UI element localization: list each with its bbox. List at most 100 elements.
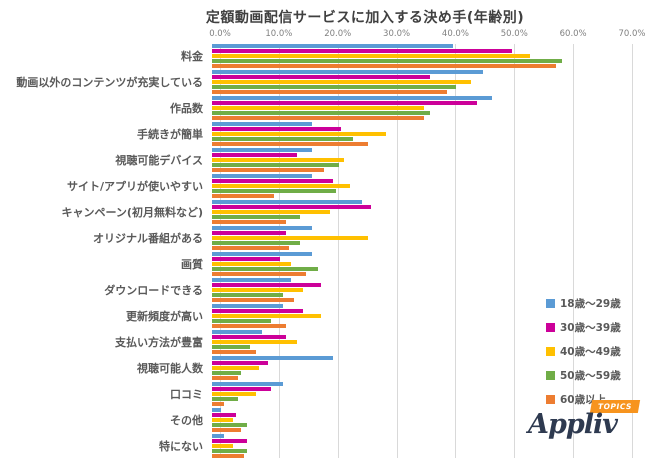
bar-18歳〜29歳 bbox=[212, 200, 363, 204]
bar-group: その他 bbox=[0, 408, 632, 432]
legend-item: 40歳〜49歳 bbox=[546, 344, 621, 359]
bar-group: キャンペーン(初月無料など) bbox=[0, 200, 632, 224]
x-tick-label: 60.0% bbox=[559, 29, 587, 39]
bar-30歳〜39歳 bbox=[212, 231, 286, 235]
grid-layer bbox=[220, 44, 633, 458]
bar-stack bbox=[212, 200, 624, 224]
category-label: 更新頻度が高い bbox=[126, 310, 203, 323]
chart-title: 定額動画配信サービスに加入する決め手(年齢別) bbox=[205, 10, 525, 26]
gridline bbox=[514, 44, 516, 458]
bar-group: 特にない bbox=[0, 434, 632, 458]
bar-group: 口コミ bbox=[0, 382, 632, 406]
bar-18歳〜29歳 bbox=[212, 330, 263, 334]
gridline bbox=[337, 44, 339, 458]
bar-rows: 料金 動画以外のコンテンツが充実している 作品数 手続きが簡単 視聴可能デバイス サイト/… bbox=[0, 44, 632, 458]
bar-group: ダウンロードできる bbox=[0, 278, 632, 302]
bar-40歳〜49歳 bbox=[212, 184, 351, 188]
bar-stack bbox=[212, 278, 624, 302]
bar-30歳〜39歳 bbox=[212, 335, 286, 339]
gridline bbox=[396, 44, 398, 458]
bar-18歳〜29歳 bbox=[212, 434, 224, 438]
category-label: 支払い方法が豊富 bbox=[115, 336, 203, 349]
legend-swatch bbox=[546, 395, 555, 404]
legend-item: 18歳〜29歳 bbox=[546, 296, 621, 311]
bar-18歳〜29歳 bbox=[212, 174, 313, 178]
bar-group: 視聴可能デバイス bbox=[0, 148, 632, 172]
bar-50歳〜59歳 bbox=[212, 293, 283, 297]
category-label: 視聴可能デバイス bbox=[115, 154, 203, 167]
bar-60歳以上 bbox=[212, 428, 242, 432]
bar-50歳〜59歳 bbox=[212, 319, 271, 323]
bar-50歳〜59歳 bbox=[212, 345, 251, 349]
bar-60歳以上 bbox=[212, 376, 239, 380]
bar-40歳〜49歳 bbox=[212, 262, 292, 266]
category-label: ダウンロードできる bbox=[104, 284, 203, 297]
bar-30歳〜39歳 bbox=[212, 75, 430, 79]
bar-stack bbox=[212, 304, 624, 328]
bar-stack bbox=[212, 148, 624, 172]
bar-60歳以上 bbox=[212, 220, 286, 224]
bar-40歳〜49歳 bbox=[212, 210, 330, 214]
bar-30歳〜39歳 bbox=[212, 153, 298, 157]
legend-swatch bbox=[546, 323, 555, 332]
bar-50歳〜59歳 bbox=[212, 241, 301, 245]
bar-50歳〜59歳 bbox=[212, 189, 336, 193]
bar-50歳〜59歳 bbox=[212, 137, 354, 141]
legend-swatch bbox=[546, 299, 555, 308]
bar-stack bbox=[212, 122, 624, 146]
bar-18歳〜29歳 bbox=[212, 408, 221, 412]
bar-40歳〜49歳 bbox=[212, 366, 260, 370]
legend-label: 18歳〜29歳 bbox=[560, 298, 621, 310]
bar-30歳〜39歳 bbox=[212, 101, 477, 105]
bar-60歳以上 bbox=[212, 194, 274, 198]
bar-stack bbox=[212, 96, 624, 120]
bar-40歳〜49歳 bbox=[212, 132, 386, 136]
bar-group: 手続きが簡単 bbox=[0, 122, 632, 146]
bar-18歳〜29歳 bbox=[212, 96, 492, 100]
gridline bbox=[573, 44, 575, 458]
category-label: 特にない bbox=[159, 440, 203, 453]
bar-60歳以上 bbox=[212, 298, 295, 302]
x-tick-label: 10.0% bbox=[265, 29, 293, 39]
bar-40歳〜49歳 bbox=[212, 236, 368, 240]
bar-40歳〜49歳 bbox=[212, 392, 257, 396]
bar-50歳〜59歳 bbox=[212, 59, 563, 63]
bar-40歳〜49歳 bbox=[212, 54, 530, 58]
bar-60歳以上 bbox=[212, 272, 307, 276]
bar-stack bbox=[212, 44, 624, 68]
bar-50歳〜59歳 bbox=[212, 215, 301, 219]
bar-group: 更新頻度が高い bbox=[0, 304, 632, 328]
bar-60歳以上 bbox=[212, 454, 245, 458]
bar-50歳〜59歳 bbox=[212, 111, 430, 115]
bar-18歳〜29歳 bbox=[212, 356, 333, 360]
bar-18歳〜29歳 bbox=[212, 44, 454, 48]
x-axis-ticks: 0.0% 10.0% 20.0% 30.0% 40.0% 50.0% 60.0% 70.0% bbox=[209, 29, 645, 41]
bar-group: 支払い方法が豊富 bbox=[0, 330, 632, 354]
bar-30歳〜39歳 bbox=[212, 283, 321, 287]
bar-group: 視聴可能人数 bbox=[0, 356, 632, 380]
bar-60歳以上 bbox=[212, 116, 424, 120]
x-tick-label: 30.0% bbox=[383, 29, 411, 39]
category-label: 料金 bbox=[181, 50, 203, 63]
bar-18歳〜29歳 bbox=[212, 122, 313, 126]
bar-30歳〜39歳 bbox=[212, 127, 342, 131]
bar-18歳〜29歳 bbox=[212, 382, 283, 386]
bar-60歳以上 bbox=[212, 350, 257, 354]
bar-group: サイト/アプリが使いやすい bbox=[0, 174, 632, 198]
category-label: 口コミ bbox=[170, 388, 203, 401]
bar-18歳〜29歳 bbox=[212, 70, 483, 74]
bar-18歳〜29歳 bbox=[212, 252, 313, 256]
category-label: 動画以外のコンテンツが充実している bbox=[16, 76, 203, 89]
bar-60歳以上 bbox=[212, 402, 224, 406]
legend-label: 40歳〜49歳 bbox=[560, 346, 621, 358]
x-tick-label: 70.0% bbox=[618, 29, 646, 39]
category-label: 手続きが簡単 bbox=[137, 128, 203, 141]
category-label: オリジナル番組がある bbox=[93, 232, 203, 245]
bar-group: 画質 bbox=[0, 252, 632, 276]
category-label: サイト/アプリが使いやすい bbox=[66, 180, 203, 193]
bar-50歳〜59歳 bbox=[212, 397, 239, 401]
bar-60歳以上 bbox=[212, 246, 289, 250]
bar-40歳〜49歳 bbox=[212, 340, 298, 344]
bar-50歳〜59歳 bbox=[212, 163, 339, 167]
